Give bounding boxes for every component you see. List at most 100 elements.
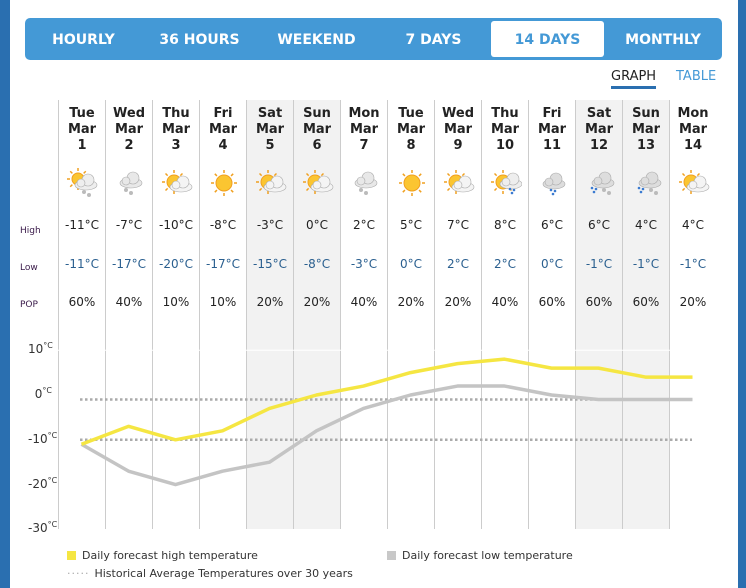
day-header: Mon Mar 7 (341, 106, 387, 154)
day-column: Fri Mar 11 6°C 0°C 60% (528, 100, 575, 529)
legend-historical: ····· Historical Average Temperatures ove… (67, 567, 353, 580)
day-month: Mar (537, 122, 567, 137)
day-header: Fri Mar 4 (200, 106, 246, 154)
cloud-rain-icon (537, 168, 569, 198)
day-header: Tue Mar 1 (59, 106, 105, 154)
legend-low: Daily forecast low temperature (387, 549, 573, 562)
pop-value: 40% (491, 295, 519, 309)
high-temp: 0°C (305, 218, 328, 232)
tab-14-days[interactable]: 14 DAYS (491, 21, 604, 57)
legend-dotted-swatch: ····· (67, 567, 90, 580)
day-of-week: Sun (303, 106, 331, 121)
day-header: Sat Mar 12 (576, 106, 622, 154)
day-of-week: Mon (348, 106, 380, 121)
day-of-week: Fri (213, 106, 233, 121)
pop-value: 20% (679, 295, 707, 309)
day-month: Mar (114, 122, 144, 137)
day-of-week: Wed (113, 106, 145, 121)
low-temp: 0°C (399, 257, 422, 271)
day-of-week: Thu (162, 106, 190, 121)
day-column: Sun Mar 13 4°C -1°C 60% (622, 100, 669, 529)
tab-hourly[interactable]: HOURLY (52, 32, 115, 48)
day-month: Mar (67, 122, 97, 137)
day-date: 1 (77, 138, 87, 153)
day-date: 7 (359, 138, 369, 153)
day-of-week: Fri (542, 106, 562, 121)
high-temp: -8°C (209, 218, 237, 232)
y-tick-unit: °C (43, 341, 53, 351)
day-of-week: Wed (442, 106, 474, 121)
day-date: 8 (406, 138, 416, 153)
day-header: Wed Mar 9 (435, 106, 481, 154)
day-header: Mon Mar 14 (670, 106, 716, 154)
y-tick-label: -30°C (28, 520, 57, 536)
rain-snow-icon (631, 168, 663, 198)
high-temp: 6°C (587, 218, 610, 232)
day-date: 11 (542, 138, 562, 153)
y-tick-label: -20°C (28, 476, 57, 491)
low-temp: 2°C (493, 257, 516, 271)
y-tick-unit: °C (47, 430, 58, 440)
day-column: Thu Mar 3 -10°C -20°C 10% (152, 100, 199, 529)
day-of-week: Sun (632, 106, 660, 121)
high-row-label: High (20, 226, 41, 236)
day-date: 14 (683, 138, 703, 153)
sun-cloud-icon (255, 168, 287, 198)
high-temp: 7°C (446, 218, 469, 232)
day-month: Mar (161, 122, 191, 137)
day-month: Mar (302, 122, 332, 137)
low-temp: -17°C (206, 257, 240, 271)
sun-cloud-snow-icon (67, 168, 99, 198)
legend-low-label: Daily forecast low temperature (402, 549, 573, 562)
low-temp: -11°C (65, 257, 99, 271)
day-date: 6 (312, 138, 322, 153)
sun-cloud-icon (302, 168, 334, 198)
y-tick-label: -10°C (28, 431, 57, 446)
low-row-label: Low (20, 263, 38, 273)
tab-weekend[interactable]: WEEKEND (277, 32, 356, 48)
y-tick-label: 0°C (28, 386, 52, 401)
day-date: 3 (171, 138, 181, 153)
y-tick-unit: °C (47, 520, 58, 530)
day-of-week: Tue (398, 106, 424, 121)
day-month: Mar (631, 122, 661, 137)
day-of-week: Tue (69, 106, 95, 121)
high-temp: -10°C (159, 218, 193, 232)
graph-toggle[interactable]: GRAPH (611, 69, 657, 89)
day-date: 5 (265, 138, 275, 153)
low-temp-line (80, 384, 693, 487)
tab-7-days[interactable]: 7 DAYS (405, 32, 462, 48)
tab-36-hours[interactable]: 36 HOURS (159, 32, 240, 48)
high-temp: -7°C (115, 218, 143, 232)
day-column: Mon Mar 7 2°C -3°C 40% (340, 100, 387, 529)
day-of-week: Thu (491, 106, 519, 121)
day-date: 9 (453, 138, 463, 153)
pop-value: 60% (68, 295, 96, 309)
high-temp: -3°C (256, 218, 284, 232)
day-month: Mar (208, 122, 238, 137)
left-edge (0, 0, 10, 588)
day-of-week: Sat (257, 106, 283, 121)
day-of-week: Sat (586, 106, 612, 121)
tab-monthly[interactable]: MONTHLY (625, 32, 701, 48)
day-header: Thu Mar 10 (482, 106, 528, 154)
day-header: Sun Mar 13 (623, 106, 669, 154)
day-date: 4 (218, 138, 228, 153)
day-month: Mar (396, 122, 426, 137)
pop-value: 20% (256, 295, 284, 309)
y-tick-unit: °C (42, 386, 52, 395)
pop-row-label: POP (20, 300, 38, 310)
y-tick-value: 10 (28, 342, 44, 357)
y-tick-label: 10°C (28, 341, 53, 357)
pop-value: 10% (162, 295, 190, 309)
day-month: Mar (443, 122, 473, 137)
high-temp: 8°C (493, 218, 516, 232)
y-tick-value: -30 (28, 521, 48, 536)
pop-value: 60% (632, 295, 660, 309)
day-header: Fri Mar 11 (529, 106, 575, 154)
day-column: Wed Mar 9 7°C 2°C 20% (434, 100, 481, 529)
pop-value: 60% (538, 295, 566, 309)
table-toggle[interactable]: TABLE (676, 69, 717, 84)
forecast-tabs: HOURLY 36 HOURS WEEKEND 7 DAYS 14 DAYS MONTHL… (25, 18, 722, 60)
